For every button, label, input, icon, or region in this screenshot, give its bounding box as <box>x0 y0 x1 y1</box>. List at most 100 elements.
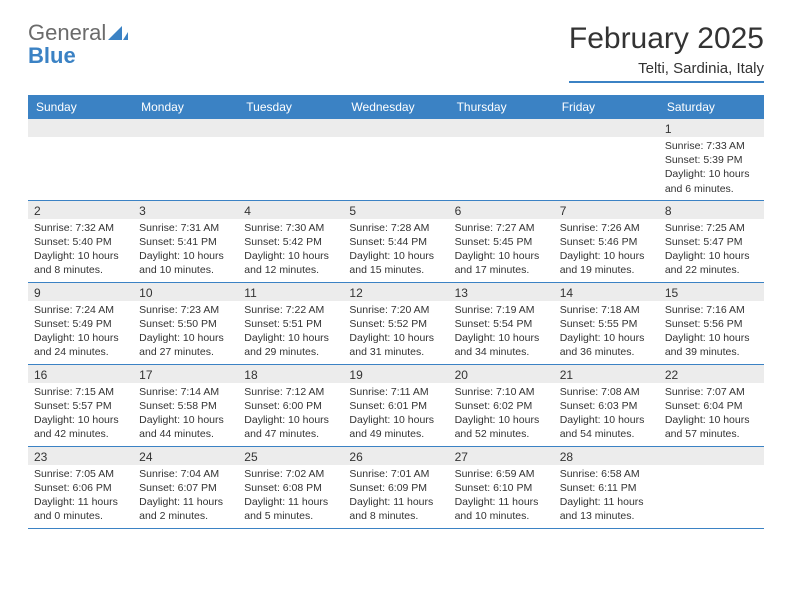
day-body: Sunrise: 7:15 AMSunset: 5:57 PMDaylight:… <box>28 383 133 446</box>
day-number: 14 <box>554 283 659 301</box>
daylight-text: Daylight: 10 hours and 57 minutes. <box>665 413 758 441</box>
calendar-page: General Blue February 2025 Telti, Sardin… <box>0 0 792 551</box>
weekday-header-row: Sunday Monday Tuesday Wednesday Thursday… <box>28 95 764 119</box>
day-number: 18 <box>238 365 343 383</box>
sunrise-text: Sunrise: 7:32 AM <box>34 221 127 235</box>
sunset-text: Sunset: 5:42 PM <box>244 235 337 249</box>
day-cell <box>133 119 238 200</box>
day-body: Sunrise: 7:24 AMSunset: 5:49 PMDaylight:… <box>28 301 133 364</box>
day-body: Sunrise: 7:18 AMSunset: 5:55 PMDaylight:… <box>554 301 659 364</box>
day-number <box>659 447 764 465</box>
day-number: 16 <box>28 365 133 383</box>
day-body: Sunrise: 7:26 AMSunset: 5:46 PMDaylight:… <box>554 219 659 282</box>
sunset-text: Sunset: 5:51 PM <box>244 317 337 331</box>
weekday-header: Friday <box>554 95 659 119</box>
day-cell <box>28 119 133 200</box>
day-cell: 28Sunrise: 6:58 AMSunset: 6:11 PMDayligh… <box>554 447 659 528</box>
sunrise-text: Sunrise: 7:08 AM <box>560 385 653 399</box>
sunrise-text: Sunrise: 7:07 AM <box>665 385 758 399</box>
day-number: 11 <box>238 283 343 301</box>
weekday-header: Tuesday <box>238 95 343 119</box>
day-body: Sunrise: 7:11 AMSunset: 6:01 PMDaylight:… <box>343 383 448 446</box>
day-number: 3 <box>133 201 238 219</box>
day-cell: 1Sunrise: 7:33 AMSunset: 5:39 PMDaylight… <box>659 119 764 200</box>
sunset-text: Sunset: 5:50 PM <box>139 317 232 331</box>
day-number <box>28 119 133 137</box>
daylight-text: Daylight: 10 hours and 19 minutes. <box>560 249 653 277</box>
daylight-text: Daylight: 10 hours and 29 minutes. <box>244 331 337 359</box>
sunrise-text: Sunrise: 7:01 AM <box>349 467 442 481</box>
sunrise-text: Sunrise: 7:12 AM <box>244 385 337 399</box>
weekday-header: Saturday <box>659 95 764 119</box>
sunset-text: Sunset: 5:55 PM <box>560 317 653 331</box>
sunrise-text: Sunrise: 7:02 AM <box>244 467 337 481</box>
daylight-text: Daylight: 10 hours and 49 minutes. <box>349 413 442 441</box>
sunset-text: Sunset: 6:02 PM <box>455 399 548 413</box>
sunrise-text: Sunrise: 7:28 AM <box>349 221 442 235</box>
day-number: 27 <box>449 447 554 465</box>
day-number: 17 <box>133 365 238 383</box>
daylight-text: Daylight: 10 hours and 22 minutes. <box>665 249 758 277</box>
day-cell: 24Sunrise: 7:04 AMSunset: 6:07 PMDayligh… <box>133 447 238 528</box>
day-body: Sunrise: 7:32 AMSunset: 5:40 PMDaylight:… <box>28 219 133 282</box>
day-body: Sunrise: 7:10 AMSunset: 6:02 PMDaylight:… <box>449 383 554 446</box>
day-number: 20 <box>449 365 554 383</box>
day-body: Sunrise: 7:20 AMSunset: 5:52 PMDaylight:… <box>343 301 448 364</box>
sunset-text: Sunset: 6:11 PM <box>560 481 653 495</box>
logo-text-block: General Blue <box>28 22 128 68</box>
day-cell <box>238 119 343 200</box>
sunset-text: Sunset: 5:49 PM <box>34 317 127 331</box>
daylight-text: Daylight: 11 hours and 5 minutes. <box>244 495 337 523</box>
daylight-text: Daylight: 11 hours and 13 minutes. <box>560 495 653 523</box>
sunset-text: Sunset: 5:56 PM <box>665 317 758 331</box>
sail-icon <box>108 24 128 45</box>
day-number <box>343 119 448 137</box>
sunset-text: Sunset: 5:39 PM <box>665 153 758 167</box>
day-body <box>554 137 659 143</box>
day-body: Sunrise: 7:23 AMSunset: 5:50 PMDaylight:… <box>133 301 238 364</box>
day-cell <box>449 119 554 200</box>
day-number: 13 <box>449 283 554 301</box>
week-row: 9Sunrise: 7:24 AMSunset: 5:49 PMDaylight… <box>28 283 764 365</box>
day-body <box>659 465 764 471</box>
day-body: Sunrise: 7:12 AMSunset: 6:00 PMDaylight:… <box>238 383 343 446</box>
day-body: Sunrise: 7:33 AMSunset: 5:39 PMDaylight:… <box>659 137 764 200</box>
day-cell: 22Sunrise: 7:07 AMSunset: 6:04 PMDayligh… <box>659 365 764 446</box>
day-cell: 4Sunrise: 7:30 AMSunset: 5:42 PMDaylight… <box>238 201 343 282</box>
logo-text-blue: Blue <box>28 43 76 68</box>
day-body: Sunrise: 7:16 AMSunset: 5:56 PMDaylight:… <box>659 301 764 364</box>
week-row: 23Sunrise: 7:05 AMSunset: 6:06 PMDayligh… <box>28 447 764 529</box>
sunset-text: Sunset: 5:46 PM <box>560 235 653 249</box>
sunset-text: Sunset: 6:04 PM <box>665 399 758 413</box>
day-number: 1 <box>659 119 764 137</box>
sunset-text: Sunset: 5:45 PM <box>455 235 548 249</box>
sunrise-text: Sunrise: 7:24 AM <box>34 303 127 317</box>
daylight-text: Daylight: 10 hours and 8 minutes. <box>34 249 127 277</box>
daylight-text: Daylight: 10 hours and 47 minutes. <box>244 413 337 441</box>
daylight-text: Daylight: 10 hours and 27 minutes. <box>139 331 232 359</box>
day-body: Sunrise: 6:59 AMSunset: 6:10 PMDaylight:… <box>449 465 554 528</box>
day-cell: 27Sunrise: 6:59 AMSunset: 6:10 PMDayligh… <box>449 447 554 528</box>
day-number: 7 <box>554 201 659 219</box>
day-number: 2 <box>28 201 133 219</box>
daylight-text: Daylight: 11 hours and 8 minutes. <box>349 495 442 523</box>
sunset-text: Sunset: 5:52 PM <box>349 317 442 331</box>
day-cell: 2Sunrise: 7:32 AMSunset: 5:40 PMDaylight… <box>28 201 133 282</box>
day-cell: 6Sunrise: 7:27 AMSunset: 5:45 PMDaylight… <box>449 201 554 282</box>
sunset-text: Sunset: 5:54 PM <box>455 317 548 331</box>
sunset-text: Sunset: 6:03 PM <box>560 399 653 413</box>
daylight-text: Daylight: 10 hours and 17 minutes. <box>455 249 548 277</box>
sunrise-text: Sunrise: 7:16 AM <box>665 303 758 317</box>
day-cell: 19Sunrise: 7:11 AMSunset: 6:01 PMDayligh… <box>343 365 448 446</box>
sunrise-text: Sunrise: 7:27 AM <box>455 221 548 235</box>
day-cell: 18Sunrise: 7:12 AMSunset: 6:00 PMDayligh… <box>238 365 343 446</box>
day-cell: 26Sunrise: 7:01 AMSunset: 6:09 PMDayligh… <box>343 447 448 528</box>
day-cell: 10Sunrise: 7:23 AMSunset: 5:50 PMDayligh… <box>133 283 238 364</box>
day-body <box>449 137 554 143</box>
logo: General Blue <box>28 22 128 68</box>
week-row: 1Sunrise: 7:33 AMSunset: 5:39 PMDaylight… <box>28 119 764 201</box>
day-cell: 9Sunrise: 7:24 AMSunset: 5:49 PMDaylight… <box>28 283 133 364</box>
daylight-text: Daylight: 11 hours and 2 minutes. <box>139 495 232 523</box>
day-cell: 16Sunrise: 7:15 AMSunset: 5:57 PMDayligh… <box>28 365 133 446</box>
daylight-text: Daylight: 10 hours and 24 minutes. <box>34 331 127 359</box>
